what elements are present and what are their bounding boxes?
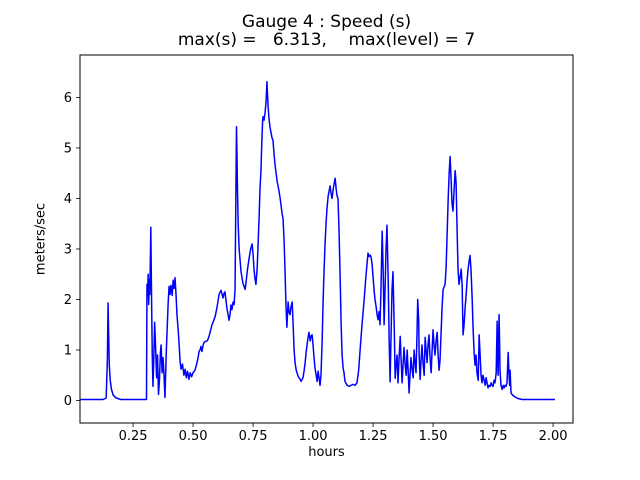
y-tick-label: 3 (64, 242, 72, 257)
chart-subtitle: max(s) = 6.313, max(level) = 7 (177, 30, 476, 50)
y-tick-label: 1 (64, 344, 72, 359)
axis-ticks: 0.25 0.50 0.75 1.00 1.25 1.50 1.75 2.00 0 1 2 3 4 5 6 (64, 91, 568, 444)
x-tick-label: 1.75 (479, 429, 508, 444)
speed-line (80, 81, 555, 401)
x-tick-label: 2.00 (539, 429, 568, 444)
x-tick-label: 1.25 (359, 429, 388, 444)
x-tick-label: 1.50 (419, 429, 448, 444)
y-tick-label: 0 (64, 394, 72, 409)
chart-title: Gauge 4 : Speed (s) (241, 12, 412, 32)
x-tick-label: 0.75 (239, 429, 268, 444)
y-tick-label: 2 (64, 293, 72, 308)
y-tick-label: 4 (64, 192, 72, 207)
x-axis-label: hours (308, 445, 345, 460)
data-series (80, 81, 555, 401)
axes-spines (79, 54, 574, 424)
y-axis-label: meters/sec (33, 202, 49, 276)
x-tick-label: 0.25 (119, 429, 148, 444)
x-tick-label: 0.50 (179, 429, 208, 444)
y-tick-label: 5 (64, 141, 72, 156)
x-tick-label: 1.00 (299, 429, 328, 444)
y-tick-label: 6 (64, 91, 72, 106)
